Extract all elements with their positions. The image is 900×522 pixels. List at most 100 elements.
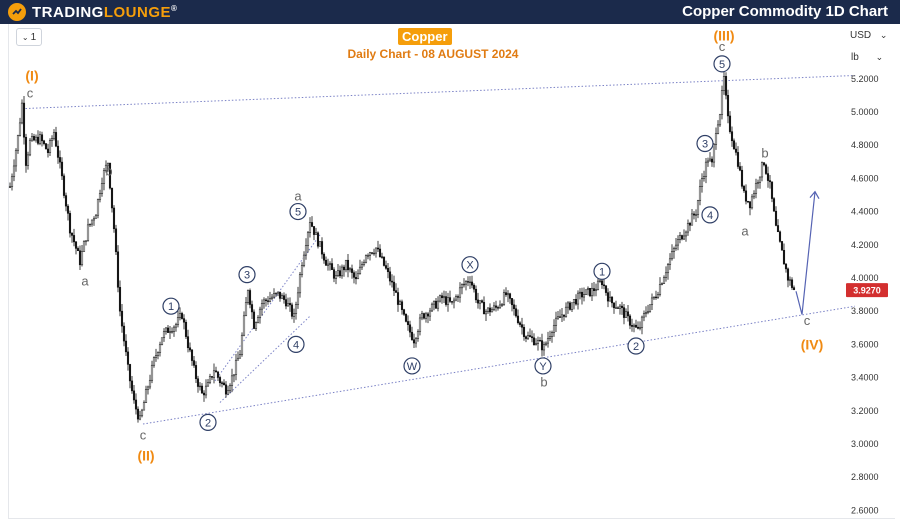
candle xyxy=(106,162,110,172)
candle xyxy=(22,96,26,145)
candle xyxy=(152,356,156,368)
candle xyxy=(250,300,254,319)
candle xyxy=(526,331,530,340)
candle xyxy=(76,246,80,252)
wave-label-letter: c xyxy=(27,86,34,101)
candle xyxy=(196,375,200,393)
candle xyxy=(62,173,66,199)
candle xyxy=(150,360,154,384)
candle xyxy=(146,385,150,395)
candle xyxy=(354,271,358,285)
candle xyxy=(580,287,584,305)
svg-text:3: 3 xyxy=(244,270,250,282)
unit-selector[interactable]: lb ⌄ xyxy=(851,52,883,63)
candle xyxy=(442,290,446,303)
candle xyxy=(314,227,318,235)
candle xyxy=(494,300,498,312)
candle xyxy=(694,209,698,223)
candle xyxy=(38,131,42,146)
candle xyxy=(734,142,738,156)
candle xyxy=(154,348,158,362)
svg-text:W: W xyxy=(407,361,418,373)
candle xyxy=(334,271,338,285)
wave-label-circle: 1 xyxy=(162,297,180,315)
candle xyxy=(584,289,588,295)
candle xyxy=(284,293,288,310)
candle xyxy=(608,291,612,302)
candle xyxy=(46,143,50,158)
candle xyxy=(582,287,586,302)
candle xyxy=(392,275,396,297)
candle xyxy=(784,263,788,273)
y-tick-label: 3.8000 xyxy=(851,306,879,316)
candle xyxy=(408,320,412,338)
candle xyxy=(168,326,172,339)
candle xyxy=(586,286,590,296)
candle xyxy=(524,335,528,343)
candle xyxy=(224,381,228,398)
candle xyxy=(356,269,360,280)
candle xyxy=(672,246,676,259)
candle xyxy=(536,336,540,351)
candle xyxy=(722,71,726,95)
candle xyxy=(782,243,786,265)
candle xyxy=(396,287,400,312)
currency-selector[interactable]: USD ⌄ xyxy=(850,30,887,41)
candle xyxy=(216,370,220,381)
candle xyxy=(110,187,114,213)
candle xyxy=(544,341,548,347)
candle xyxy=(222,379,226,386)
wave-label-circle: 3 xyxy=(696,134,714,153)
candle xyxy=(90,219,94,227)
trendline xyxy=(219,315,311,403)
candle xyxy=(170,327,174,334)
candle xyxy=(134,393,138,415)
candle xyxy=(612,302,616,314)
candle xyxy=(740,165,744,189)
candle xyxy=(312,226,316,241)
price-axis[interactable]: 2.6000 2.8000 3.0000 3.2000 3.4000 3.6000 3.80… xyxy=(846,74,888,516)
wave-label-circle: 5 xyxy=(713,55,731,73)
candle xyxy=(232,374,236,383)
interval-value: 1 xyxy=(30,31,37,43)
candle xyxy=(208,373,212,385)
candle xyxy=(64,192,68,212)
candle xyxy=(484,309,488,322)
candle xyxy=(82,240,86,252)
wave-label-circle: 2 xyxy=(627,337,645,355)
candle xyxy=(256,315,260,324)
candle xyxy=(626,304,630,322)
candle xyxy=(66,204,70,221)
candle xyxy=(258,306,262,324)
candle xyxy=(338,265,342,279)
candle xyxy=(94,213,98,219)
candle xyxy=(762,162,766,167)
candle xyxy=(102,167,106,191)
svg-text:3.9270: 3.9270 xyxy=(853,286,881,296)
candle xyxy=(214,366,218,373)
candle xyxy=(448,290,452,303)
candle xyxy=(88,223,92,227)
interval-selector[interactable]: ⌄ 1 xyxy=(16,28,42,46)
candle xyxy=(520,317,524,335)
candle xyxy=(34,134,38,143)
candle xyxy=(534,338,538,346)
candle xyxy=(678,231,682,244)
candle xyxy=(530,330,534,343)
candle xyxy=(624,308,628,318)
candle xyxy=(264,298,268,307)
candle xyxy=(532,333,536,346)
candle xyxy=(282,292,286,304)
candle xyxy=(792,285,796,291)
candle xyxy=(180,311,184,320)
candle xyxy=(578,288,582,300)
candle xyxy=(230,368,234,393)
candle xyxy=(144,385,148,404)
candle xyxy=(716,120,720,135)
candle xyxy=(466,276,470,287)
candle xyxy=(48,138,52,156)
candle xyxy=(776,219,780,233)
candle xyxy=(226,385,230,395)
candle xyxy=(412,333,416,349)
unit-label: lb xyxy=(851,52,859,63)
